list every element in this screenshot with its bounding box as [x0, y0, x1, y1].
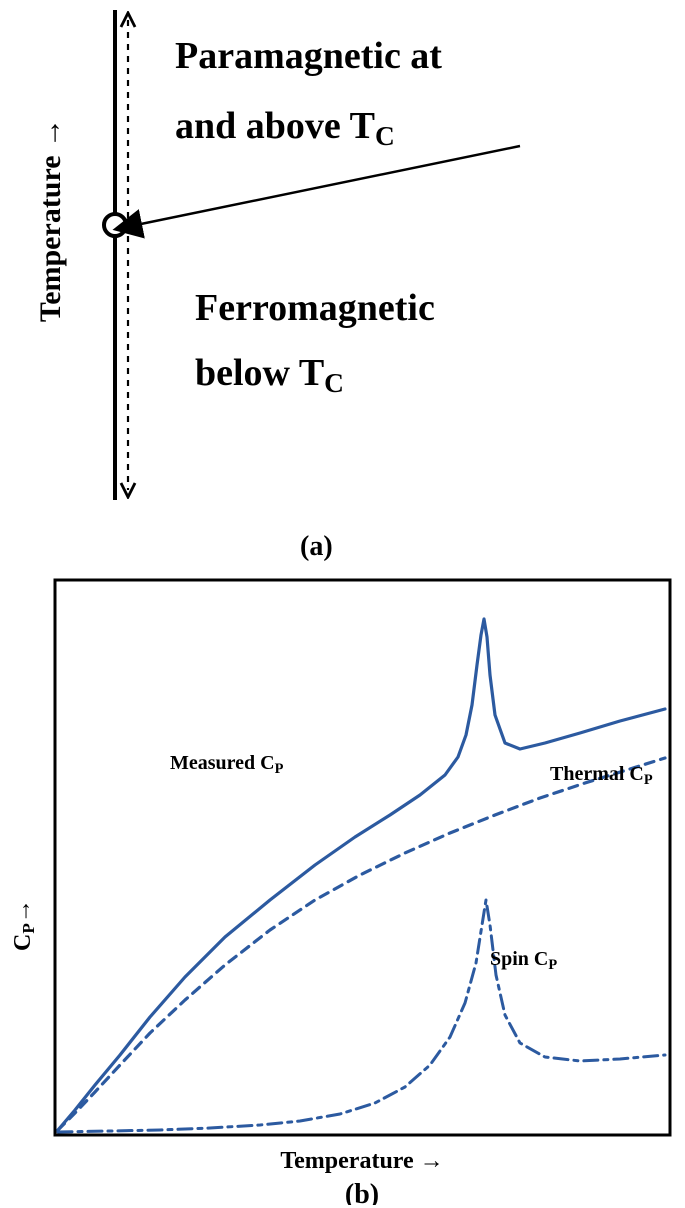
panel-a-caption: (a)	[300, 531, 333, 562]
panel-b-caption: (b)	[345, 1179, 379, 1205]
tc-point-marker	[104, 214, 126, 236]
ferromagnetic-label-line1: Ferromagnetic	[195, 287, 435, 329]
panel-b-svg: Measured CP Thermal CP Spin CP CP→ Temperatu…	[0, 565, 685, 1205]
panel-a-y-axis-label: Temperature →	[34, 118, 67, 322]
thermal-cp-label: Thermal CP	[550, 763, 653, 788]
ferromagnetic-label-line2: below TC	[195, 352, 344, 398]
spin-cp-label: Spin CP	[490, 948, 557, 973]
thermal-cp-curve	[58, 758, 665, 1130]
panel-b-y-axis-label: CP→	[10, 899, 38, 951]
figure-page: Temperature → Paramagnetic at and above TC…	[0, 0, 685, 1208]
panel-a-svg: Temperature → Paramagnetic at and above TC…	[0, 0, 685, 565]
measured-cp-label: Measured CP	[170, 752, 284, 777]
panel-b-x-axis-label: Temperature →	[280, 1148, 443, 1174]
panel-b-frame	[55, 580, 670, 1135]
paramagnetic-label-line2: and above TC	[175, 105, 395, 151]
paramagnetic-label-line1: Paramagnetic at	[175, 35, 442, 77]
callout-line	[136, 146, 520, 225]
